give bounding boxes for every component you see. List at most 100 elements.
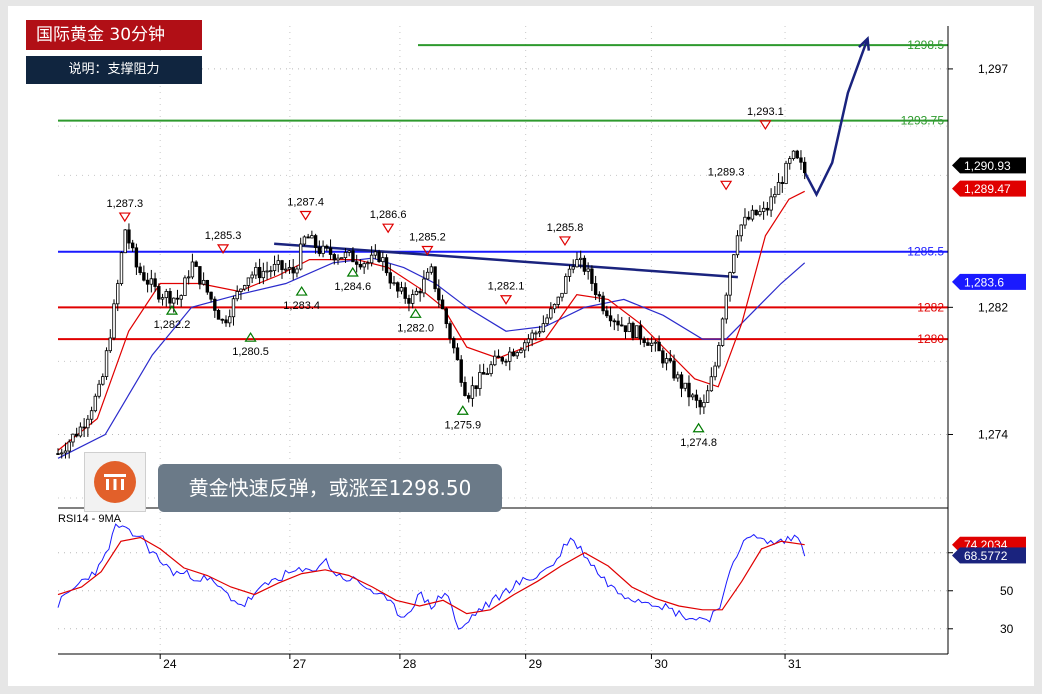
candle-body: [601, 295, 605, 312]
peak-marker: [118, 212, 131, 223]
candle-body: [463, 382, 467, 396]
candle-body: [702, 402, 706, 408]
candle-body: [803, 161, 807, 174]
candle-body: [746, 216, 751, 220]
candle-body: [67, 441, 71, 452]
candle-body: [265, 270, 269, 273]
candle-body: [101, 376, 105, 385]
candle-body: [239, 288, 243, 292]
candle-body: [485, 373, 490, 376]
candle-body: [381, 257, 385, 262]
candle-body: [556, 296, 560, 305]
candle-body: [750, 209, 755, 220]
brand-logo: [84, 452, 146, 512]
candle-body: [496, 355, 501, 358]
candle-body: [578, 257, 583, 260]
candle-body: [414, 290, 419, 295]
candle-body: [672, 360, 676, 379]
peak-marker: [759, 120, 772, 131]
trough-label: 1,274.8: [680, 437, 717, 449]
candle-body: [694, 394, 699, 401]
candle-body: [261, 270, 266, 279]
x-tick-label: 30: [654, 657, 668, 671]
candle-body: [795, 150, 799, 159]
candle-body: [224, 319, 228, 324]
candle-body: [713, 365, 717, 378]
candle-body: [545, 317, 549, 325]
candle-body: [511, 351, 516, 357]
peak-marker: [216, 244, 230, 255]
candle-body: [683, 382, 687, 389]
candle-body: [612, 320, 616, 323]
candle-body: [571, 266, 575, 270]
candle-body: [175, 297, 180, 300]
peak-marker: [382, 223, 395, 234]
rsi-tick-label: 30: [1000, 622, 1014, 636]
candle-body: [269, 270, 273, 273]
candle-body: [127, 229, 131, 244]
peak-marker: [421, 245, 434, 256]
candle-body: [186, 276, 191, 279]
candle-body: [575, 259, 579, 268]
candle-body: [74, 433, 79, 437]
candle-body: [560, 292, 564, 298]
peak-label: 1,293.1: [747, 106, 784, 118]
candle-body: [179, 295, 183, 300]
candle-body: [332, 254, 336, 261]
candle-body: [761, 207, 766, 212]
candle-body: [657, 341, 661, 352]
last-close-badge: [960, 180, 1026, 197]
resistance-line-1298-label: 1298.5: [907, 38, 944, 52]
candle-body: [354, 261, 359, 265]
candle-body: [287, 267, 292, 270]
chart-frame: 1298.5 1293.75 1285.5 1282 1280 1,287.3 1,285…: [8, 6, 1034, 686]
candle-body: [190, 261, 195, 278]
trough-marker: [165, 305, 179, 315]
pivot-line-1285-label: 1285.5: [907, 245, 944, 259]
candle-body: [228, 316, 232, 324]
candle-body: [201, 279, 206, 285]
candle-body: [470, 385, 475, 399]
price-tick-label: 1,274: [978, 427, 1008, 441]
candle-body: [549, 308, 553, 319]
candle-body: [440, 299, 445, 310]
candle-body: [183, 277, 187, 296]
candle-body: [444, 308, 448, 325]
forecast-arrow: [803, 38, 869, 198]
candle-body: [784, 162, 788, 184]
candle-body: [522, 342, 527, 351]
candle-body: [776, 181, 781, 195]
peak-label: 1,285.2: [409, 231, 446, 243]
candle-body: [646, 342, 650, 346]
candle-body: [735, 235, 740, 256]
peak-label: 1,285.3: [205, 230, 242, 242]
candle-body: [504, 360, 508, 363]
candle-body: [302, 236, 307, 245]
candle-body: [709, 376, 714, 392]
candle-body: [638, 325, 643, 340]
candle-body: [82, 426, 86, 429]
x-tick-label: 31: [788, 657, 802, 671]
candle-body: [605, 310, 609, 317]
candle-body: [317, 247, 322, 254]
candle-body: [362, 263, 366, 268]
candle-body: [198, 266, 202, 285]
candle-body: [508, 351, 512, 362]
candle-body: [758, 211, 762, 216]
candle-body: [620, 324, 624, 327]
candle-body: [631, 322, 635, 339]
last-close-badge-text: 1,289.47: [964, 182, 1011, 196]
candle-body: [515, 352, 519, 357]
candle-body: [246, 277, 251, 286]
candle-body: [422, 278, 426, 294]
candle-body: [63, 450, 68, 454]
candle-body: [623, 325, 628, 333]
candle-body: [276, 260, 280, 265]
candle-body: [530, 332, 534, 340]
candle-body: [153, 278, 157, 287]
peak-label: 1,289.3: [708, 166, 745, 178]
trough-label: 1,284.6: [334, 281, 371, 293]
candle-body: [213, 298, 217, 311]
candle-body: [474, 385, 478, 390]
candle-body: [142, 272, 146, 281]
